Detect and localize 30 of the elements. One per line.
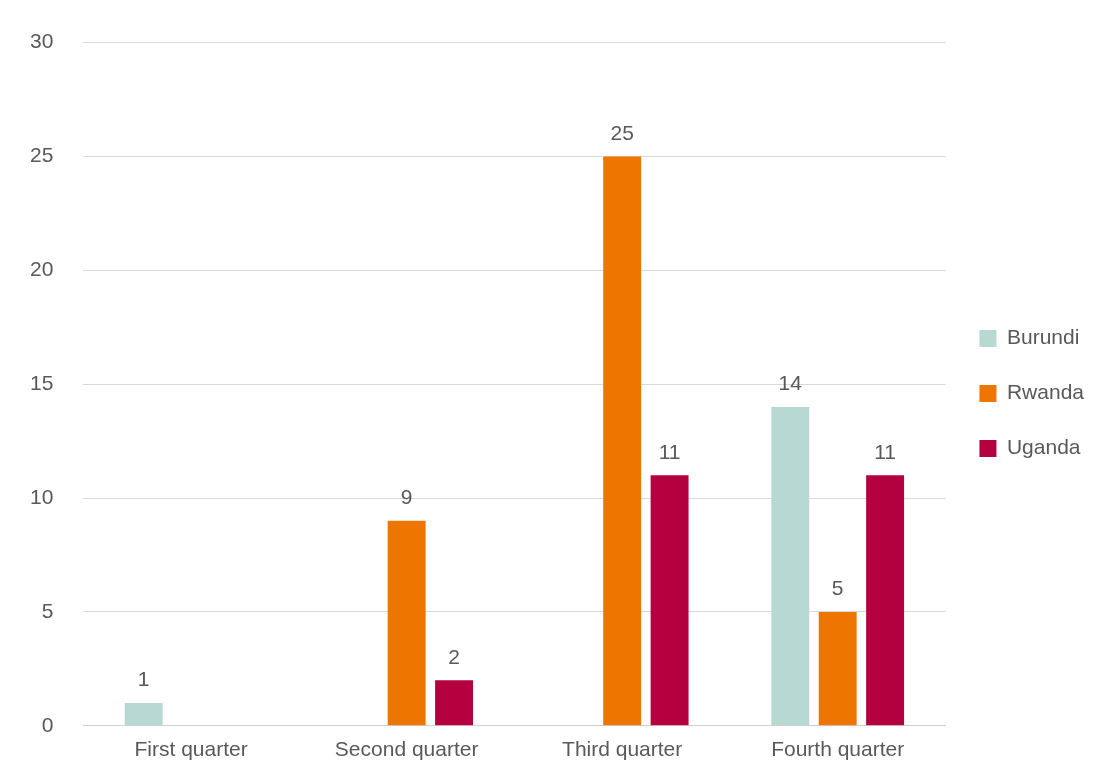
data-label: 2 [448,644,460,668]
bar [603,156,642,726]
y-tick-label: 20 [30,257,54,281]
y-tick-label: 30 [30,29,54,53]
bar [818,611,857,726]
bar [650,475,689,726]
x-tick-label: First quarter [134,737,248,761]
data-label: 9 [400,485,413,509]
data-label: 25 [610,120,634,144]
x-tick-label: Second quarter [334,737,479,761]
bar [866,475,905,726]
data-label: 14 [778,371,803,395]
y-tick-label: 5 [41,598,54,622]
y-tick-label: 15 [30,371,54,394]
y-tick-label: 25 [30,143,54,167]
legend-label: Burundi [1006,325,1080,349]
bar [435,680,474,726]
bar [387,520,426,726]
data-label: 11 [874,439,897,463]
x-tick-label: Fourth quarter [771,737,905,761]
bar [771,406,810,726]
legend-label: Rwanda [1006,380,1085,404]
y-tick-label: 0 [41,712,54,736]
legend-label: Uganda [1006,435,1081,459]
y-tick-label: 10 [30,484,54,508]
data-label: 11 [658,439,681,463]
data-label: 5 [831,576,844,600]
bar [124,703,163,726]
x-tick-label: Third quarter [562,737,683,761]
data-label: 1 [137,667,150,691]
